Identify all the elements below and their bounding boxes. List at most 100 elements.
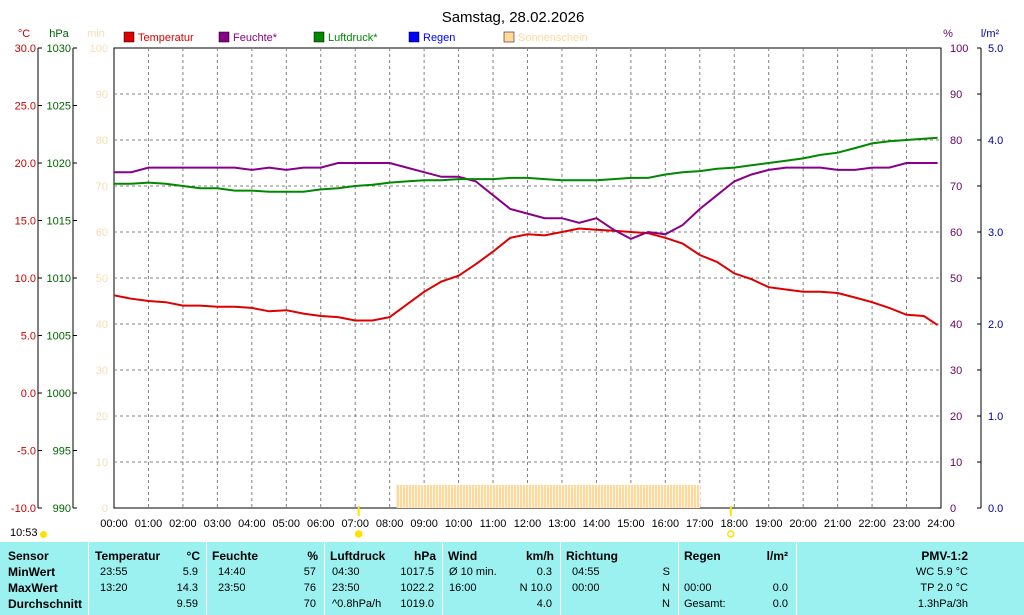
x-axis-tick: 11:00 bbox=[480, 518, 507, 530]
sun-axis-tick: 0 bbox=[102, 503, 108, 515]
sun-axis-tick: 30 bbox=[96, 365, 108, 377]
stat-label: Durchschnitt bbox=[8, 597, 83, 611]
pressure-axis-tick: 995 bbox=[53, 446, 71, 458]
x-axis-tick: 20:00 bbox=[789, 518, 817, 530]
x-axis-tick: 17:00 bbox=[686, 518, 714, 530]
stat-dir-val: S bbox=[662, 566, 670, 578]
humidity-axis-unit: % bbox=[943, 28, 953, 40]
series-line-humidity bbox=[114, 162, 938, 241]
pressure-axis-tick: 1005 bbox=[47, 331, 71, 343]
stat-temp-time: 13:20 bbox=[100, 582, 128, 594]
luftdruck-header: Luftdruck bbox=[330, 549, 386, 563]
x-axis-tick: 19:00 bbox=[755, 518, 783, 530]
legend-label: Sonnenschein bbox=[518, 32, 588, 44]
x-axis-tick: 04:00 bbox=[238, 518, 266, 530]
x-axis-tick: 21:00 bbox=[824, 518, 852, 530]
weather-chart: 30.025.020.015.010.05.00.0-5.0-10.010301… bbox=[11, 9, 1003, 538]
series-line-temp bbox=[113, 227, 939, 326]
wind-header: Wind bbox=[448, 549, 478, 563]
chart-title: Samstag, 28.02.2026 bbox=[442, 9, 585, 26]
legend-swatch bbox=[218, 31, 230, 43]
stat-press-val: 1017.5 bbox=[400, 566, 434, 578]
temp-axis-tick: 10.0 bbox=[15, 273, 36, 285]
legend-label: Temperatur bbox=[138, 32, 194, 44]
sun-icon bbox=[40, 531, 47, 538]
rain-axis-tick: 4.0 bbox=[988, 135, 1003, 147]
sunshine-bar bbox=[396, 485, 700, 508]
x-axis-tick: 13:00 bbox=[548, 518, 576, 530]
stat-dir-val: N bbox=[662, 598, 670, 610]
sun-axis-tick: 90 bbox=[96, 89, 108, 101]
x-axis-tick: 05:00 bbox=[273, 518, 301, 530]
stat-pmv: TP 2.0 °C bbox=[920, 582, 968, 594]
stat-press-val: 1022.2 bbox=[400, 582, 434, 594]
x-axis-tick: 24:00 bbox=[927, 518, 955, 530]
rain-axis-tick: 1.0 bbox=[988, 411, 1003, 423]
stat-rain-label: 00:00 bbox=[684, 582, 712, 594]
humidity-axis-tick: 80 bbox=[950, 135, 962, 147]
stat-press-time: 04:30 bbox=[332, 566, 360, 578]
series-line-pressure bbox=[114, 136, 938, 193]
stat-hum-val: 70 bbox=[303, 598, 316, 610]
stat-rain-label: Gesamt: bbox=[684, 598, 726, 610]
stat-press-time: 23:50 bbox=[332, 582, 360, 594]
stat-press-time: ^0.8hPa/h bbox=[332, 598, 382, 610]
x-axis-tick: 06:00 bbox=[307, 518, 335, 530]
stat-rain-val: 0.0 bbox=[772, 598, 788, 610]
temperatur-header: Temperatur bbox=[95, 549, 161, 563]
temp-axis-tick: -5.0 bbox=[17, 446, 36, 458]
pressure-axis-tick: 990 bbox=[53, 503, 71, 515]
wind-unit: km/h bbox=[525, 549, 554, 563]
sun-axis-tick: 10 bbox=[96, 457, 108, 469]
x-axis-tick: 16:00 bbox=[652, 518, 680, 530]
pressure-axis-tick: 1030 bbox=[47, 43, 71, 55]
stat-temp-val: 5.9 bbox=[182, 566, 198, 578]
sun-axis-tick: 40 bbox=[96, 319, 108, 331]
stat-rain-val: 0.0 bbox=[772, 582, 788, 594]
richtung-header: Richtung bbox=[566, 549, 618, 563]
sun-axis-unit: min bbox=[87, 28, 105, 40]
x-axis-tick: 03:00 bbox=[204, 518, 232, 530]
sun-marker bbox=[354, 530, 363, 538]
x-axis-tick: 22:00 bbox=[858, 518, 886, 530]
temp-axis-tick: 0.0 bbox=[21, 388, 36, 400]
x-axis-tick: 02:00 bbox=[169, 518, 197, 530]
x-axis-tick: 09:00 bbox=[410, 518, 438, 530]
pmv-header: PMV-1:2 bbox=[921, 549, 968, 563]
sun-axis-tick: 80 bbox=[96, 135, 108, 147]
temp-axis-tick: 20.0 bbox=[15, 158, 36, 170]
x-axis-tick: 01:00 bbox=[135, 518, 163, 530]
stat-temp-time: 23:55 bbox=[100, 566, 128, 578]
stat-wind-val: N 10.0 bbox=[519, 582, 552, 594]
stat-pmv: WC 5.9 °C bbox=[915, 566, 968, 578]
stat-wind-val: 0.3 bbox=[536, 566, 552, 578]
stat-dir-time: 00:00 bbox=[572, 582, 600, 594]
humidity-axis-tick: 0 bbox=[950, 503, 956, 515]
stat-hum-time: 14:40 bbox=[218, 566, 246, 578]
stat-label: MinWert bbox=[8, 565, 56, 579]
x-axis-tick: 08:00 bbox=[376, 518, 404, 530]
stat-temp-val: 9.59 bbox=[176, 598, 198, 610]
rain-axis-unit: l/m² bbox=[981, 28, 1000, 40]
temp-axis-tick: 25.0 bbox=[15, 101, 36, 113]
sun-marker bbox=[727, 530, 735, 538]
humidity-axis-tick: 90 bbox=[950, 89, 962, 101]
stat-hum-val: 57 bbox=[303, 566, 316, 578]
humidity-axis-tick: 30 bbox=[950, 365, 962, 377]
regen-unit: l/m² bbox=[766, 549, 788, 563]
luftdruck-unit: hPa bbox=[413, 549, 436, 563]
current-time: 10:53 bbox=[10, 527, 38, 539]
humidity-axis-tick: 100 bbox=[950, 43, 968, 55]
sun-axis-tick: 20 bbox=[96, 411, 108, 423]
legend-swatch bbox=[313, 31, 325, 43]
sun-axis-tick: 60 bbox=[96, 227, 108, 239]
humidity-axis-tick: 60 bbox=[950, 227, 962, 239]
temp-axis-tick: 5.0 bbox=[21, 331, 36, 343]
legend-label: Feuchte* bbox=[233, 32, 278, 44]
legend-swatch bbox=[503, 31, 515, 43]
humidity-axis-tick: 10 bbox=[950, 457, 962, 469]
x-axis-tick: 12:00 bbox=[514, 518, 542, 530]
x-axis-tick: 15:00 bbox=[617, 518, 645, 530]
sensor-header: Sensor bbox=[8, 549, 49, 563]
temp-axis-tick: -10.0 bbox=[11, 503, 36, 515]
